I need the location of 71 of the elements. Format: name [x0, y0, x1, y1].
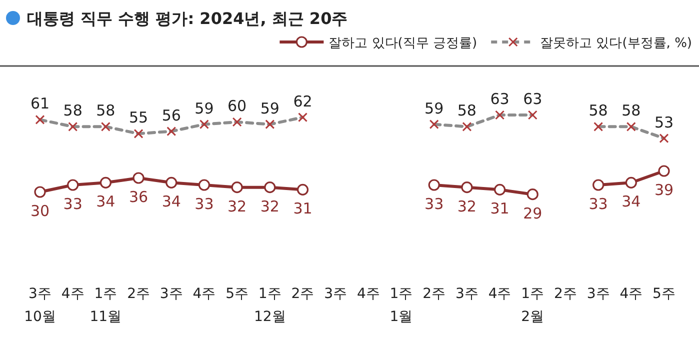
x-tick-label: 1주 2월: [521, 286, 544, 325]
data-label: 59: [194, 99, 214, 118]
x-tick-label: 3주: [455, 286, 478, 302]
data-label: 33: [63, 195, 82, 213]
data-label: 63: [523, 90, 542, 108]
x-tick-label: 1주 1월: [390, 286, 413, 325]
point: [296, 184, 309, 196]
point: [34, 186, 46, 198]
x-tick-label: 3주: [324, 286, 348, 302]
data-label: 58: [622, 102, 641, 120]
data-label: 31: [490, 200, 510, 218]
data-label: 33: [194, 195, 214, 213]
data-label: 59: [260, 99, 280, 118]
x-tick-label: 5주: [226, 286, 249, 302]
chart-title: 대통령 직무 수행 평가: 2024년, 최근 20주: [27, 9, 348, 28]
x-tick-label: 1주 11월: [90, 286, 122, 325]
x-tick-label: 3주: [586, 286, 610, 302]
x-tick-label: 2주: [127, 286, 150, 302]
legend-label: 잘하고 있다(직무 긍정률): [328, 36, 478, 51]
x-tick-label: 4주: [356, 286, 380, 302]
data-label: 31: [293, 200, 312, 218]
data-label: 60: [228, 97, 247, 115]
point: [198, 179, 210, 191]
x-tick-label: 3주: [160, 286, 183, 302]
data-label: 63: [490, 90, 510, 108]
data-label: 32: [457, 197, 476, 216]
data-label: 59: [424, 99, 444, 118]
point: [526, 188, 538, 200]
x-tick-label: 2주: [422, 286, 446, 302]
x-tick-label: 1주 12월: [254, 286, 286, 325]
data-label: 32: [228, 197, 247, 216]
data-label: 36: [128, 188, 148, 206]
point: [592, 179, 604, 191]
point: [658, 165, 670, 177]
point: [428, 179, 440, 191]
data-label: 58: [588, 102, 608, 120]
point: [625, 176, 637, 188]
point: [494, 184, 506, 196]
x-tick-label: 4주: [192, 286, 216, 302]
x-tick-label: 4주: [61, 286, 84, 302]
data-label: 30: [30, 202, 50, 220]
data-label: 34: [622, 192, 641, 211]
data-label: 39: [654, 181, 674, 199]
data-label: 33: [588, 195, 608, 213]
data-label: 29: [523, 204, 542, 222]
data-label: 55: [128, 108, 148, 127]
data-label: 53: [654, 113, 674, 132]
data-label: 58: [96, 102, 116, 120]
legend-label: 잘못하고 있다(부정률, %): [540, 36, 692, 51]
data-label: 62: [293, 92, 312, 110]
data-label: 34: [96, 192, 116, 211]
point: [231, 182, 243, 194]
data-label: 33: [424, 195, 444, 213]
point: [132, 172, 144, 184]
x-tick-label: 3주 10월: [24, 286, 56, 325]
data-label: 58: [63, 102, 82, 120]
data-label: 56: [162, 106, 181, 124]
x-tick-label: 5주: [652, 286, 676, 302]
data-label: 58: [457, 102, 476, 120]
x-tick-label: 4주: [620, 286, 643, 302]
point: [166, 176, 178, 188]
data-label: 61: [30, 94, 50, 113]
x-tick-label: 2주: [291, 286, 314, 302]
point: [461, 182, 473, 194]
x-tick-label: 2주: [554, 286, 577, 302]
data-label: 34: [162, 192, 181, 211]
point: [67, 179, 79, 191]
data-label: 32: [260, 197, 280, 216]
x-tick-label: 4주: [488, 286, 512, 302]
point: [100, 176, 112, 188]
point: [264, 182, 276, 194]
